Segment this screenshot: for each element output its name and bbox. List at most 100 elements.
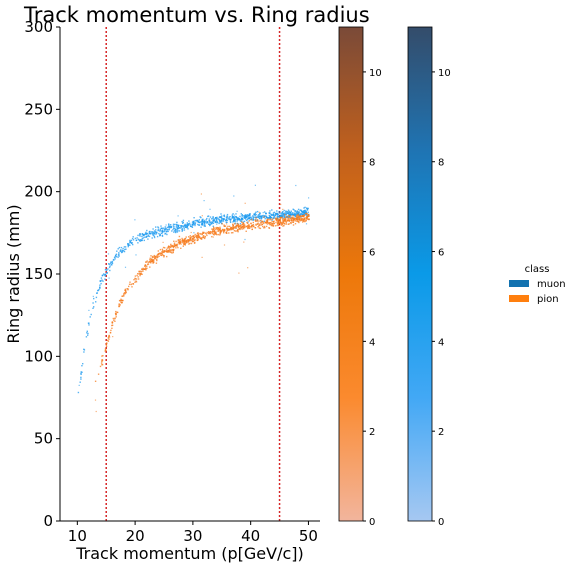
- scatter-point-muon: [215, 217, 217, 219]
- colorbar-tick-label: 4: [438, 337, 444, 348]
- scatter-point-pion: [190, 242, 193, 245]
- scatter-point-pion: [124, 288, 127, 290]
- scatter-point-muon: [151, 237, 153, 239]
- scatter-point-pion: [196, 237, 199, 240]
- scatter-point-pion: [189, 235, 191, 237]
- scatter-point-muon: [95, 301, 97, 303]
- scatter-point-muon: [292, 214, 295, 216]
- scatter-point-pion: [233, 223, 236, 225]
- scatter-point-muon: [137, 238, 140, 240]
- scatter-point-muon: [280, 212, 283, 214]
- scatter-point-muon: [103, 274, 105, 276]
- scatter-point-muon: [290, 211, 292, 214]
- scatter-point-muon: [289, 216, 291, 218]
- scatter-point-muon: [299, 213, 301, 215]
- scatter-point-muon: [114, 256, 116, 258]
- scatter-point-muon: [213, 219, 215, 221]
- scatter-point-muon: [136, 237, 138, 239]
- scatter-point-pion: [192, 236, 195, 238]
- scatter-point-muon: [209, 216, 212, 218]
- x-axis-ticks: 10 20 30 40 50: [68, 521, 318, 545]
- scatter-point-muon: [187, 223, 189, 225]
- scatter-point-muon: [147, 234, 149, 236]
- scatter-point-muon: [241, 214, 243, 216]
- scatter-point-pion: [243, 224, 246, 226]
- scatter-point-pion: [270, 224, 273, 227]
- scatter-point-muon: [208, 218, 210, 220]
- scatter-point-muon: [96, 292, 98, 294]
- scatter-point-muon: [296, 212, 298, 214]
- scatter-point-pion: [101, 359, 103, 361]
- outlier-point-muon: [254, 184, 256, 186]
- scatter-point-pion: [284, 218, 287, 221]
- scatter-point-muon: [234, 221, 236, 223]
- scatter-point-muon: [256, 216, 258, 218]
- scatter-point-muon: [157, 227, 160, 229]
- scatter-point-muon: [101, 279, 103, 281]
- scatter-point-muon: [118, 246, 121, 249]
- scatter-point-pion: [202, 235, 205, 237]
- scatter-point-muon: [283, 216, 285, 218]
- scatter-point-muon: [115, 253, 118, 255]
- scatter-point-muon: [293, 209, 295, 211]
- scatter-point-muon: [259, 216, 261, 218]
- scatter-point-muon: [216, 219, 218, 221]
- scatter-point-muon: [93, 306, 95, 308]
- scatter-point-muon: [304, 214, 307, 216]
- scatter-point-pion: [212, 233, 215, 235]
- scatter-point-pion: [196, 235, 199, 237]
- scatter-point-pion: [296, 214, 298, 217]
- scatter-point-muon: [268, 217, 270, 219]
- scatter-point-pion: [285, 223, 287, 225]
- scatter-point-pion: [206, 234, 208, 237]
- y-tick-label: 100: [24, 347, 53, 365]
- scatter-point-pion: [151, 255, 154, 258]
- scatter-point-muon: [124, 246, 127, 248]
- outlier-point-muon: [295, 184, 297, 187]
- scatter-point-muon: [129, 241, 131, 243]
- scatter-point-muon: [164, 229, 166, 231]
- scatter-point-pion: [193, 242, 196, 244]
- scatter-point-pion: [187, 240, 190, 242]
- scatter-point-muon: [191, 221, 194, 223]
- scatter-point-muon: [208, 221, 211, 223]
- scatter-point-muon: [170, 226, 173, 229]
- scatter-point-muon: [115, 254, 117, 256]
- scatter-point-pion: [191, 235, 194, 237]
- scatter-point-muon: [168, 228, 170, 231]
- scatter-point-muon: [174, 228, 176, 230]
- scatter-point-muon: [167, 228, 169, 231]
- scatter-point-pion: [303, 214, 305, 216]
- scatter-point-muon: [207, 215, 209, 218]
- scatter-point-muon: [155, 226, 157, 228]
- scatter-point-muon: [307, 207, 309, 210]
- scatter-point-muon: [286, 212, 288, 214]
- scatter-point-muon: [104, 275, 106, 277]
- scatter-point-pion: [224, 229, 226, 231]
- outlier-point-pion: [243, 241, 245, 243]
- scatter-point-pion: [175, 240, 177, 243]
- scatter-point-muon: [282, 211, 284, 213]
- scatter-point-muon: [135, 239, 137, 242]
- scatter-point-pion: [152, 256, 154, 258]
- scatter-point-pion: [125, 290, 127, 293]
- scatter-point-muon: [218, 222, 220, 225]
- scatter-point-pion: [296, 218, 298, 220]
- scatter-point-pion: [287, 217, 289, 219]
- scatter-point-muon: [281, 215, 284, 217]
- scatter-point-muon: [80, 378, 82, 380]
- scatter-point-muon: [151, 231, 153, 233]
- scatter-point-pion: [128, 285, 130, 288]
- scatter-point-muon: [80, 372, 82, 375]
- scatter-point-muon: [199, 216, 201, 218]
- scatter-point-muon: [191, 226, 194, 228]
- scatter-point-muon: [244, 215, 246, 218]
- scatter-point-muon: [117, 256, 119, 258]
- scatter-point-pion: [296, 216, 298, 218]
- scatter-point-pion: [255, 217, 257, 219]
- scatter-point-muon: [153, 230, 156, 232]
- scatter-point-pion: [134, 277, 136, 280]
- scatter-point-muon: [206, 217, 208, 220]
- scatter-point-pion: [185, 236, 187, 238]
- scatter-point-pion: [209, 232, 211, 235]
